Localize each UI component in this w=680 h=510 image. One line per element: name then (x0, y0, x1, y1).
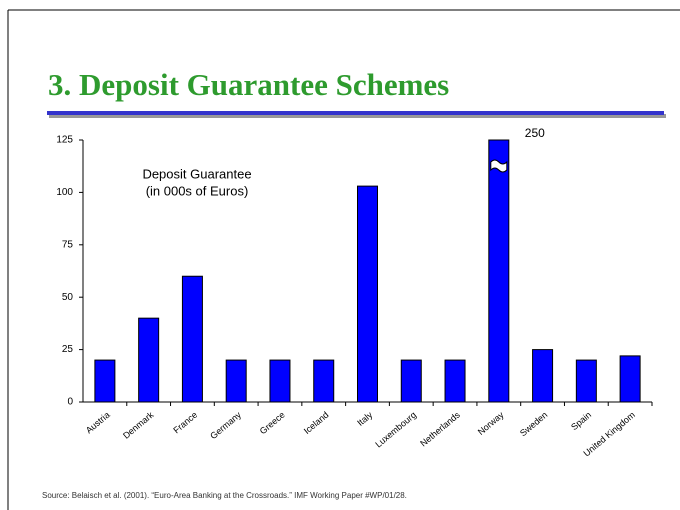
bar (619, 355, 641, 403)
title-rule (47, 111, 664, 115)
bar (94, 359, 116, 403)
x-tick-label: Netherlands (418, 409, 462, 448)
x-tick-label: Austria (84, 410, 112, 436)
bar (400, 359, 422, 403)
title-rule-shadow (49, 114, 666, 118)
y-tick-label: 75 (62, 239, 74, 250)
y-tick-label: 50 (62, 292, 74, 303)
bar (225, 359, 247, 403)
x-tick-label: Denmark (121, 409, 156, 440)
bar (313, 359, 335, 403)
annotation: Deposit Guarantee (142, 166, 251, 181)
y-tick-label: 100 (56, 187, 73, 198)
annotation: (in 000s of Euros) (146, 183, 249, 198)
y-tick-label: 25 (62, 344, 74, 355)
bar (444, 359, 466, 403)
bar (357, 185, 378, 403)
bar (575, 359, 597, 403)
x-tick-label: Sweden (518, 410, 549, 439)
x-tick-label: Germany (208, 409, 243, 441)
x-tick-label: Spain (569, 410, 593, 432)
bar (181, 275, 203, 403)
axis-break (490, 159, 508, 173)
bar (138, 317, 160, 403)
x-tick-label: France (171, 410, 199, 436)
source-note: Source: Belaisch et al. (2001). “Euro-Ar… (42, 491, 407, 500)
y-tick-label: 0 (67, 397, 73, 408)
y-tick-label: 125 (56, 135, 73, 146)
x-tick-label: Iceland (302, 410, 331, 436)
value-label: 250 (525, 126, 545, 140)
bar (532, 349, 554, 403)
x-tick-label: Italy (355, 409, 374, 428)
bar (488, 139, 510, 403)
slide-title: 3. Deposit Guarantee Schemes (48, 67, 449, 102)
bar (269, 359, 291, 403)
x-tick-label: Greece (258, 410, 287, 437)
x-tick-label: Luxembourg (373, 410, 418, 450)
x-tick-label: Norway (476, 409, 506, 437)
